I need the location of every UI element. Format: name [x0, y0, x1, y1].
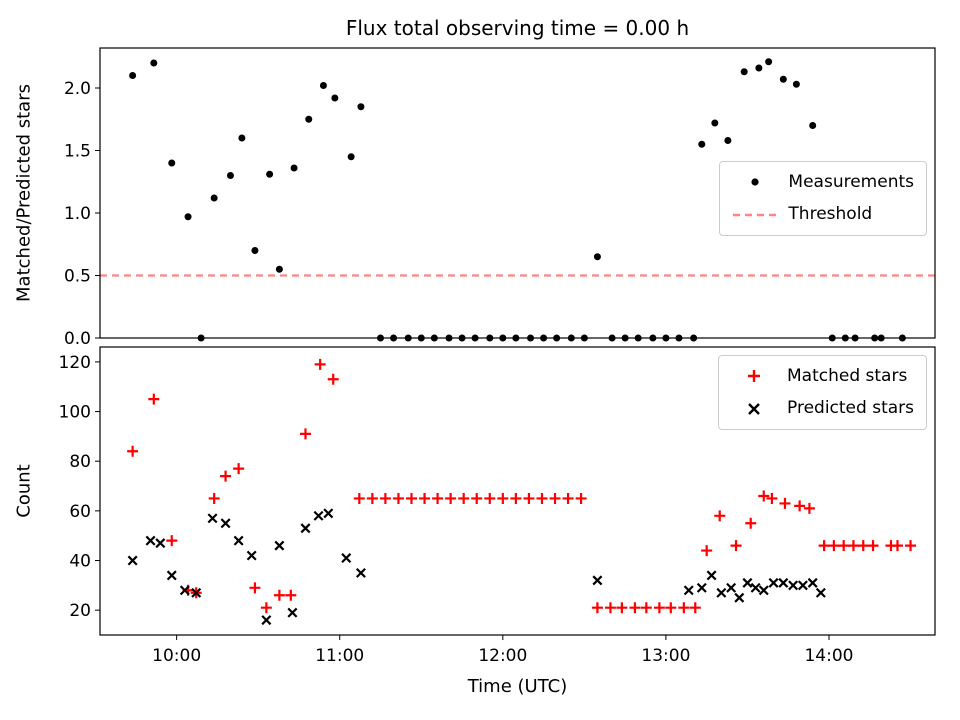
svg-text:1.5: 1.5 — [64, 142, 91, 162]
measurements-dot-icon — [732, 175, 778, 189]
legend-item-threshold: Threshold — [732, 204, 914, 224]
svg-text:40: 40 — [69, 552, 91, 572]
predicted-stars-x-icon — [731, 402, 777, 416]
legend-label-threshold: Threshold — [788, 204, 873, 225]
matched-stars-plus-icon — [731, 369, 777, 383]
legend-top-plot: Measurements Threshold — [719, 161, 927, 236]
legend-label-measurements: Measurements — [788, 172, 914, 192]
svg-text:100: 100 — [59, 403, 91, 423]
legend-label-predicted-stars: Predicted stars — [787, 398, 914, 419]
x-axis-label: Time (UTC) — [467, 676, 568, 697]
legend-label-matched-stars: Matched stars — [787, 366, 908, 386]
svg-text:2.0: 2.0 — [64, 79, 91, 99]
svg-text:1.0: 1.0 — [64, 204, 91, 224]
svg-text:0.5: 0.5 — [64, 267, 91, 287]
svg-text:80: 80 — [69, 452, 91, 472]
svg-text:60: 60 — [69, 502, 91, 522]
svg-text:11:00: 11:00 — [315, 646, 364, 666]
legend-item-matched-stars: Matched stars — [731, 366, 914, 386]
threshold-dashed-line-icon — [732, 208, 778, 222]
svg-text:12:00: 12:00 — [478, 646, 527, 666]
svg-text:120: 120 — [59, 353, 91, 373]
chart-title: Flux total observing time = 0.00 h — [345, 16, 690, 40]
svg-text:13:00: 13:00 — [641, 646, 690, 666]
svg-text:10:00: 10:00 — [152, 646, 201, 666]
svg-text:0.0: 0.0 — [64, 329, 91, 349]
svg-text:14:00: 14:00 — [804, 646, 853, 666]
legend-item-predicted-stars: Predicted stars — [731, 398, 914, 418]
svg-text:20: 20 — [69, 601, 91, 621]
legend-bottom-plot: Matched stars Predicted stars — [718, 355, 927, 430]
legend-item-measurements: Measurements — [732, 172, 914, 192]
